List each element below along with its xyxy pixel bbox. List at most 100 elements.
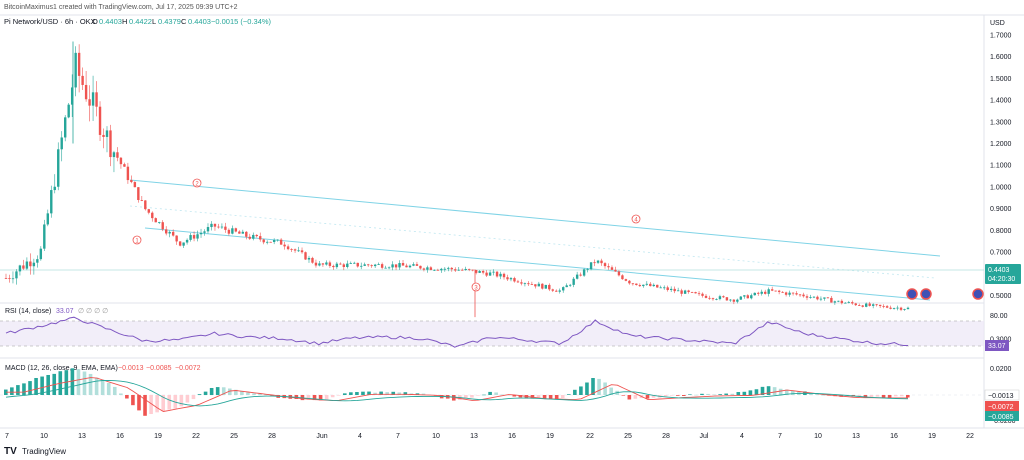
candle-body — [192, 235, 196, 239]
macd-bar — [566, 394, 571, 395]
candle-body — [384, 267, 387, 269]
candle-body — [116, 152, 119, 158]
macd-bar — [887, 395, 892, 398]
rsi-label[interactable]: RSI (14, close) — [5, 308, 51, 315]
candle-body — [112, 152, 116, 158]
macd-bar — [240, 390, 244, 395]
candle-body — [711, 298, 715, 300]
macd-bar — [809, 392, 813, 395]
macd-bar — [869, 395, 874, 398]
macd-label[interactable]: MACD (12, 26, close, 9, EMA, EMA) — [5, 365, 118, 372]
candle-body — [903, 309, 906, 310]
candle-body — [593, 262, 596, 264]
candle-body — [262, 239, 265, 243]
rsi-level-80: 80.00 — [990, 313, 1008, 320]
candle-body — [548, 284, 551, 290]
tv-logo-icon: TV — [4, 446, 17, 457]
wave-label-4[interactable]: 4 — [631, 214, 641, 224]
time-tick: 22 — [192, 433, 200, 440]
macd-bar — [324, 395, 329, 400]
flag-icon[interactable] — [920, 288, 932, 300]
candle-body — [861, 305, 864, 307]
wave-label-3[interactable]: 3 — [471, 282, 481, 292]
macd-bar — [694, 394, 698, 396]
macd-bar — [234, 389, 238, 395]
flag-icon[interactable] — [972, 288, 984, 300]
flag-icon[interactable] — [906, 288, 918, 300]
candle-body — [57, 149, 60, 187]
wave-label-1[interactable]: 1 — [132, 235, 142, 245]
candle-body — [126, 166, 130, 181]
candle-body — [791, 292, 795, 294]
price-axis[interactable]: USD 1.7000 1.6000 1.5000 1.4000 1.3000 1.2000… — [990, 20, 1012, 343]
candle-body — [478, 271, 481, 273]
candle-body — [687, 290, 690, 293]
descending-channel[interactable] — [129, 179, 941, 301]
time-tick: 7 — [396, 433, 400, 440]
macd-bar — [542, 395, 547, 399]
candle-body — [88, 99, 91, 106]
time-tick: 13 — [78, 433, 86, 440]
channel-mid-line[interactable] — [129, 205, 936, 279]
candle-body — [819, 298, 823, 300]
macd-bar — [772, 387, 777, 395]
ohlc-close: 0.4403 — [188, 17, 211, 26]
candle-body — [676, 290, 680, 292]
macd-bar — [415, 393, 420, 395]
rsi-eye-icons[interactable]: ∅ ∅ ∅ ∅ — [78, 308, 108, 315]
candle-body — [729, 299, 732, 301]
macd-bar — [22, 383, 26, 395]
macd-bar — [179, 395, 184, 407]
macd-bar — [100, 379, 105, 395]
time-tick: 10 — [814, 433, 822, 440]
candle-body — [624, 279, 628, 281]
wave-label-2[interactable]: 2 — [192, 178, 202, 188]
candle-body — [767, 289, 770, 294]
candle-body — [795, 293, 798, 295]
channel-lower-line[interactable] — [144, 227, 931, 301]
candle-body — [725, 297, 729, 301]
svg-text:1: 1 — [135, 238, 139, 244]
price-tick: 1.7000 — [990, 33, 1012, 40]
macd-bar — [361, 391, 365, 395]
event-flags[interactable] — [906, 288, 984, 300]
macd-bar — [125, 395, 129, 399]
candle-body — [495, 271, 499, 277]
candle-body — [474, 269, 478, 273]
candle-body — [854, 303, 857, 306]
time-tick: 4 — [740, 433, 744, 440]
candle-body — [823, 297, 826, 299]
candle-body — [885, 306, 889, 308]
candle-body — [617, 271, 621, 276]
candle-body — [457, 269, 460, 271]
macd-bar — [512, 395, 517, 397]
time-axis[interactable]: 7 10 13 16 19 22 25 28 Jun 4 7 10 13 16 19 22 25 28 Jul 4 7 1… — [5, 433, 974, 440]
macd-badge-signal: −0.0085 — [988, 414, 1014, 421]
symbol-name[interactable]: Pi Network/USD · 6h · OKX — [4, 17, 96, 26]
macd-bar — [651, 395, 656, 398]
time-tick: 10 — [432, 433, 440, 440]
candle-body — [732, 299, 736, 302]
candle-body — [481, 271, 485, 273]
candle-body — [144, 200, 147, 210]
macd-bar — [706, 393, 710, 395]
candle-body — [130, 180, 133, 183]
candle-body — [105, 130, 109, 137]
candle-body — [147, 209, 150, 213]
macd-bar — [591, 378, 595, 395]
candle-body — [659, 287, 662, 289]
macd-bar — [688, 394, 692, 395]
candle-body — [760, 291, 763, 294]
candle-body — [102, 134, 105, 137]
candle-body — [443, 268, 447, 270]
candle-body — [286, 246, 290, 250]
macd-bar — [748, 390, 753, 395]
candle-body — [683, 290, 687, 294]
candle-body — [757, 292, 760, 294]
channel-upper-line[interactable] — [129, 179, 941, 257]
candle-body — [238, 231, 241, 234]
candle-body — [161, 222, 164, 230]
candle-body — [259, 236, 262, 240]
macd-bar — [258, 393, 262, 395]
